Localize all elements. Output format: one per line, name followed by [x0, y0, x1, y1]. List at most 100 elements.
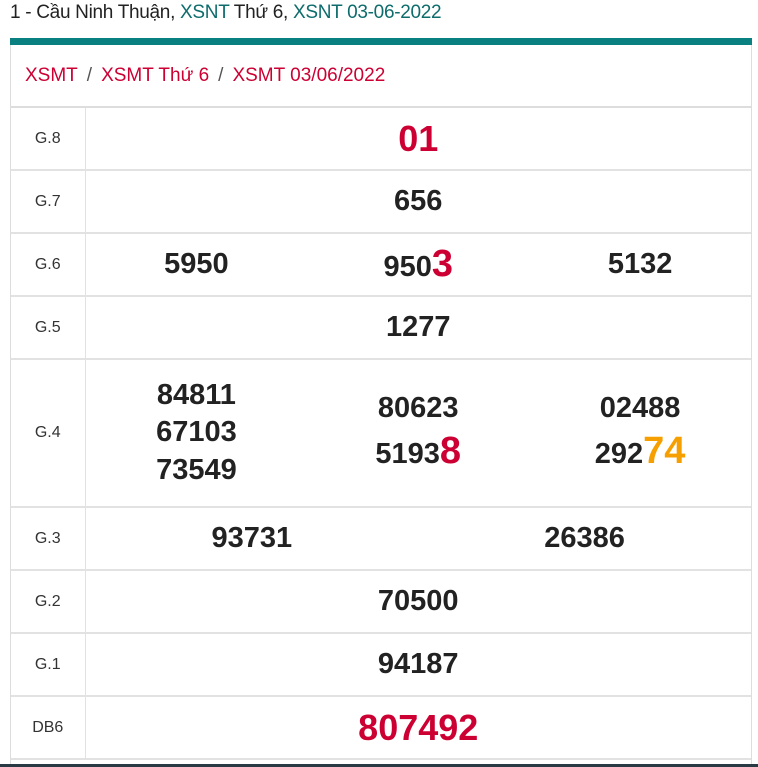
number-digits: 807492 — [358, 706, 479, 748]
prize-numbers: 5950 9503 5132 — [85, 233, 752, 297]
number-column: 94187 — [86, 648, 752, 681]
number-digits: 94187 — [377, 647, 459, 680]
xsnt-date-link[interactable]: XSNT 03-06-2022 — [293, 2, 442, 23]
number-digits: 656 — [394, 184, 443, 217]
number-column: 1277 — [86, 311, 752, 344]
number-column: 84811 67103 73549 — [86, 379, 308, 487]
lottery-number: 26386 — [544, 522, 625, 555]
prize-row-g1: G.1 94187 — [11, 633, 752, 697]
lottery-number: 80623 — [378, 392, 459, 425]
prize-numbers: 70500 — [85, 570, 752, 634]
numbers-line: 01 — [86, 118, 752, 159]
number-column: 26386 — [418, 522, 751, 555]
prize-row-g4: G.4 84811 67103 73549 80623 51938 02488 29274 — [11, 359, 751, 508]
prize-row-g6: G.6 5950 9503 5132 — [11, 233, 752, 297]
prize-row-db6: DB6 807492 — [11, 696, 752, 760]
prize-row-g7: G.7 656 — [11, 170, 752, 234]
prize-label: G.2 — [11, 570, 86, 634]
highlighted-digits: 8 — [439, 429, 462, 472]
number-digits: 02488 — [599, 392, 681, 425]
breadcrumb: XSMT / XSMT Thứ 6 / XSMT 03/06/2022 — [11, 45, 751, 108]
xsnt-link[interactable]: XSNT — [180, 2, 230, 23]
lottery-number: 9503 — [383, 243, 453, 287]
number-digits: 80623 — [377, 392, 459, 425]
numbers-line: 656 — [86, 185, 752, 218]
breadcrumb-xsmt-date[interactable]: XSMT 03/06/2022 — [232, 64, 386, 86]
number-column: 807492 — [86, 707, 752, 748]
lottery-number: 01 — [398, 118, 438, 159]
numbers-line: 1277 — [86, 311, 752, 344]
prize-numbers: 656 — [85, 170, 752, 234]
lottery-number: 70500 — [378, 585, 459, 618]
number-column: 656 — [86, 185, 752, 218]
lottery-number: 73549 — [156, 454, 237, 487]
numbers-line: 93731 26386 — [86, 522, 752, 555]
number-column: 01 — [86, 118, 752, 159]
prize-row-g8: G.8 01 — [11, 108, 752, 171]
lottery-number: 5950 — [164, 248, 229, 281]
prize-label: G.3 — [11, 507, 86, 571]
lottery-number: 807492 — [358, 707, 478, 748]
accent-bar — [10, 38, 752, 45]
number-digits: 292 — [594, 437, 644, 470]
numbers-line: 807492 — [86, 707, 752, 748]
prize-label: G.8 — [11, 108, 86, 171]
prize-label: G.7 — [11, 170, 86, 234]
prize-numbers: 93731 26386 — [85, 507, 752, 571]
lottery-number: 1277 — [386, 311, 451, 344]
number-digits: 01 — [398, 117, 439, 159]
breadcrumb-xsmt[interactable]: XSMT — [25, 64, 78, 86]
lottery-number: 5132 — [608, 248, 673, 281]
number-digits: 950 — [383, 250, 432, 283]
numbers-line: 94187 — [86, 648, 752, 681]
page-title: 1 - Cầu Ninh Thuận, XSNT Thứ 6, XSNT 03-… — [10, 2, 442, 24]
number-column: 9503 — [307, 243, 529, 287]
number-digits: 26386 — [544, 521, 625, 554]
number-digits: 93731 — [211, 521, 293, 554]
prize-row-g2: G.2 70500 — [11, 570, 752, 634]
lottery-number: 29274 — [595, 430, 686, 474]
numbers-line: 70500 — [86, 585, 752, 618]
number-column: 02488 29274 — [529, 392, 751, 473]
number-digits: 67103 — [156, 416, 237, 449]
number-column: 80623 51938 — [307, 392, 529, 473]
highlighted-digits: 74 — [643, 429, 686, 472]
lottery-number: 02488 — [600, 392, 681, 425]
breadcrumb-separator: / — [86, 64, 93, 86]
breadcrumb-separator: / — [218, 64, 224, 86]
prize-label: G.6 — [11, 233, 86, 297]
prize-numbers: 807492 — [85, 696, 752, 760]
number-column: 5132 — [529, 248, 751, 281]
number-digits: 73549 — [156, 453, 237, 486]
prize-label: G.1 — [11, 633, 86, 697]
number-digits: 5193 — [375, 437, 440, 470]
prize-label: DB6 — [11, 696, 86, 760]
lottery-number: 94187 — [378, 648, 459, 681]
prize-label: G.5 — [11, 296, 86, 360]
number-column: 93731 — [86, 522, 419, 555]
number-digits: 1277 — [385, 310, 451, 343]
number-column: 70500 — [86, 585, 752, 618]
number-column: 5950 — [86, 248, 308, 281]
title-text: 1 - Cầu Ninh Thuận, — [10, 2, 181, 23]
prize-numbers: 01 — [85, 108, 752, 171]
highlighted-digits: 3 — [431, 242, 453, 285]
number-digits: 5950 — [164, 247, 229, 280]
lottery-number: 51938 — [375, 430, 461, 474]
lottery-number: 93731 — [212, 522, 293, 555]
number-digits: 5132 — [607, 247, 673, 280]
prize-row-g3: G.3 93731 26386 — [11, 507, 752, 571]
results-box: XSMT / XSMT Thứ 6 / XSMT 03/06/2022 G.8 0… — [10, 45, 752, 767]
breadcrumb-xsmt-thu6[interactable]: XSMT Thứ 6 — [101, 64, 210, 86]
bottom-bar — [0, 764, 758, 767]
lottery-number: 67103 — [156, 416, 237, 449]
prize-numbers: 94187 — [85, 633, 752, 697]
prize-label: G.4 — [11, 359, 86, 508]
number-digits: 84811 — [156, 378, 236, 411]
number-digits: 70500 — [377, 584, 459, 617]
prize-row-g5: G.5 1277 — [11, 296, 752, 360]
prize-numbers: 84811 67103 73549 80623 51938 02488 29274 — [85, 359, 751, 508]
results-table: G.8 01 G.7 656 G.6 5950 9503 5132 G.5 1277 G.4 8481… — [11, 108, 751, 760]
numbers-line: 5950 9503 5132 — [86, 243, 752, 287]
title-text-mid: Thứ 6, — [229, 2, 294, 23]
